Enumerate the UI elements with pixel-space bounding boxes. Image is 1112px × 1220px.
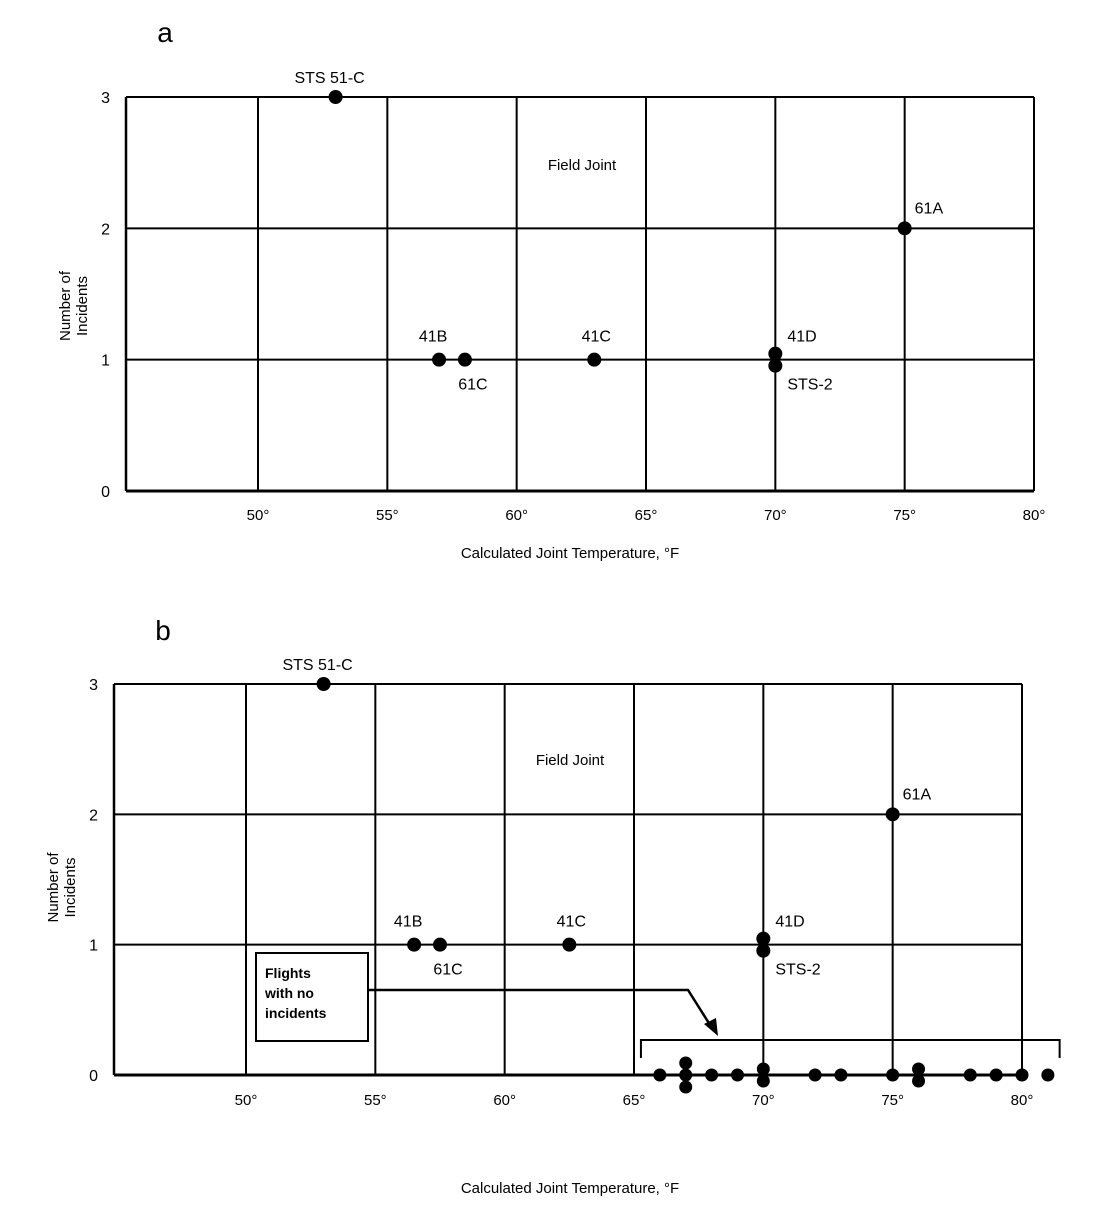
point-label: 41B [419,329,447,346]
data-point [768,346,783,361]
x-tick-label: 80° [1023,507,1046,524]
panel-label: a [157,17,173,48]
arrow-line [369,988,714,1029]
x-tick-label: 70° [764,507,787,524]
data-point [705,1068,719,1082]
y-tick-label: 3 [89,677,98,694]
zero-incident-points [653,1056,1055,1094]
point-label: 61C [458,377,487,394]
x-tick-label: 65° [623,1092,646,1109]
y-tick-label: 3 [101,90,110,107]
y-tick-label: 2 [89,807,98,824]
data-points: STS 51-C 41B 61C 41C 41D STS-2 61A [294,70,943,394]
panel-label: b [155,615,171,646]
x-tick-label: 75° [893,507,916,524]
grid [112,683,1023,1077]
point-label: 41B [394,914,422,931]
data-point [562,937,577,952]
x-axis-title: Calculated Joint Temperature, °F [461,545,679,562]
data-point [756,931,771,946]
y-axis-title-line2: Incidents [74,276,91,336]
arrow-head-icon [704,1018,718,1036]
y-axis-title: Number of Incidents [57,270,91,341]
data-point [316,677,331,691]
data-point [679,1068,693,1082]
data-points: STS 51-C 41B 61C 41C 41D STS-2 61A [282,657,931,979]
x-tick-label: 60° [493,1092,516,1109]
x-tick-label: 80° [1011,1092,1034,1109]
x-tick-label: 55° [364,1092,387,1109]
y-axis-title-line1: Number of [45,852,62,923]
data-point [432,352,447,367]
data-point [768,358,783,373]
data-point [989,1068,1003,1082]
point-label: 61C [433,962,462,979]
y-tick-label: 1 [101,353,110,370]
x-tick-label: 60° [505,507,528,524]
point-label: 41C [557,914,586,931]
bracket [639,1039,1061,1058]
point-label: STS 51-C [282,657,352,674]
data-point [886,1068,900,1082]
y-axis-title: Number of Incidents [45,852,79,923]
data-point [433,937,447,952]
data-point [756,1074,770,1088]
x-tick-label: 65° [635,507,658,524]
data-point [457,352,472,367]
x-tick-label: 75° [881,1092,904,1109]
data-point [808,1068,822,1082]
point-label: 41D [775,914,804,931]
point-label: 61A [915,200,944,217]
data-point [653,1068,667,1082]
y-tick-label: 0 [101,484,110,501]
data-point [1015,1068,1029,1082]
y-tick-label: 1 [89,938,98,955]
annotation-text: incidents [265,1005,327,1021]
data-point [679,1080,693,1094]
chart-title: Field Joint [536,752,605,769]
data-point [756,943,771,958]
data-point [756,1062,770,1076]
x-tick-label: 50° [235,1092,258,1109]
data-point [897,221,912,236]
grid [124,96,1035,493]
data-point [328,90,343,104]
data-point [963,1068,977,1082]
point-label: STS 51-C [294,70,364,87]
annotation-text: with no [264,985,314,1001]
y-tick-label: 0 [89,1068,98,1085]
x-tick-label: 50° [247,507,270,524]
data-point [679,1056,693,1070]
x-tick-label: 70° [752,1092,775,1109]
data-point [912,1074,926,1088]
y-axis-title-line2: Incidents [62,857,79,917]
x-axis-title: Calculated Joint Temperature, °F [461,1180,679,1197]
chart-panel-b: b 0 1 2 3 50° 55° 60° 65° 70° 75° 80° Calculated Joi… [45,615,1061,1197]
data-point [1041,1068,1055,1082]
x-tick-label: 55° [376,507,399,524]
point-label: 41C [582,329,611,346]
annotation-text: Flights [265,965,311,981]
y-axis-title-line1: Number of [57,270,74,341]
data-point [730,1068,744,1082]
point-label: 61A [903,786,932,803]
data-point [407,937,422,952]
point-label: 41D [787,329,816,346]
data-point [885,807,900,822]
y-tick-label: 2 [101,221,110,238]
chart-panel-a: a 0 1 2 3 50° 55° 60° 65° 70° 75° 80° Calculated Joi… [57,17,1045,562]
data-point [587,352,602,367]
point-label: STS-2 [775,962,820,979]
data-point [912,1062,926,1076]
point-label: STS-2 [787,377,832,394]
chart-title: Field Joint [548,157,617,174]
annotation-box: Flights with no incidents [255,952,369,1042]
data-point [834,1068,848,1082]
